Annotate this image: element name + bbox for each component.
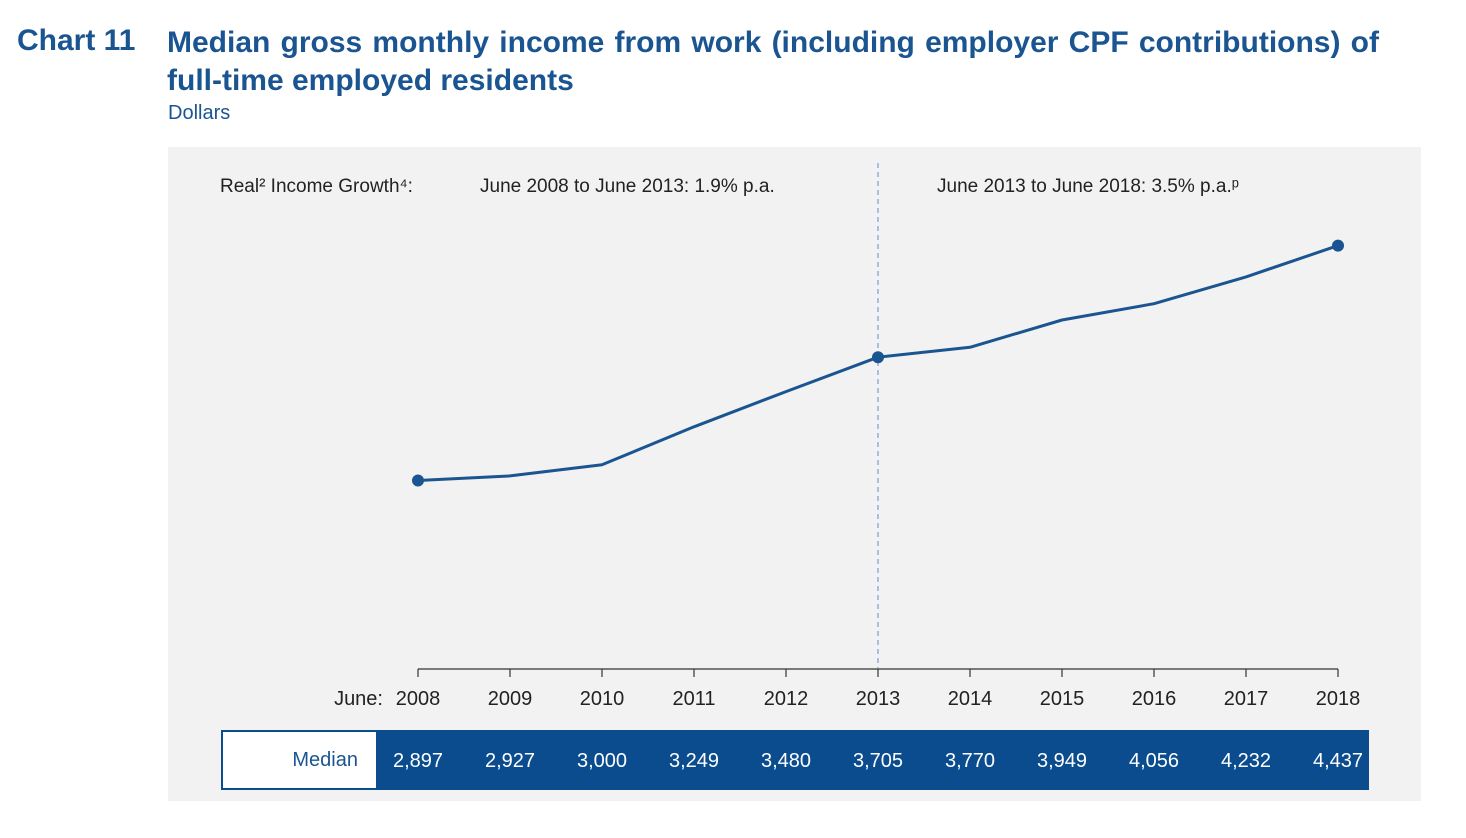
growth-period-1: June 2008 to June 2013: 1.9% p.a.: [480, 176, 775, 197]
table-cell-value: 2,897: [392, 750, 444, 772]
x-tick-label: 2018: [1316, 688, 1361, 710]
chart-title: Median gross monthly income from work (i…: [167, 26, 1379, 97]
x-axis-prefix: June:: [334, 688, 383, 710]
x-tick-label: 2017: [1224, 688, 1269, 710]
table-cell-value: 3,705: [852, 750, 904, 772]
chart-subtitle: Dollars: [168, 102, 231, 124]
x-axis: 2008 2009 2010 2011 2012 2013 2014 2015 2016 2017…: [396, 668, 1361, 710]
table-cell-value: 4,056: [1128, 750, 1180, 772]
series-median: [412, 239, 1344, 487]
table-row-label-text: Median: [292, 748, 358, 771]
x-tick-label: 2016: [1132, 688, 1177, 710]
table-values-row: 2,897 2,927 3,000 3,249 3,480 3,705 3,770 3,949…: [378, 730, 1369, 790]
x-tick-label: 2008: [396, 688, 441, 710]
chart-number: Chart 11: [17, 24, 136, 57]
table-cell-value: 4,437: [1312, 750, 1364, 772]
table-cell-value: 3,480: [760, 750, 812, 772]
growth-period-2: June 2013 to June 2018: 3.5% p.a.ᵖ: [937, 176, 1239, 197]
x-tick-label: 2010: [580, 688, 625, 710]
table-cell-value: 3,000: [576, 750, 628, 772]
x-tick-label: 2009: [488, 688, 533, 710]
table-cell-value: 3,770: [944, 750, 996, 772]
x-tick-label: 2013: [856, 688, 901, 710]
table-cell-value: 2,927: [484, 750, 536, 772]
data-point-marker: [872, 351, 884, 364]
data-point-marker: [412, 474, 424, 487]
x-tick-label: 2015: [1040, 688, 1085, 710]
x-tick-label: 2012: [764, 688, 809, 710]
table-cell-value: 3,249: [668, 750, 720, 772]
data-point-marker: [1332, 239, 1344, 252]
x-tick-label: 2014: [948, 688, 993, 710]
table-cell-value: 3,949: [1036, 750, 1088, 772]
table-row-label: Median: [221, 730, 378, 790]
growth-label: Real² Income Growth⁴:: [220, 176, 413, 197]
table-cell-value: 4,232: [1220, 750, 1272, 772]
x-tick-label: 2011: [672, 688, 715, 710]
plot-background: [168, 147, 1421, 801]
